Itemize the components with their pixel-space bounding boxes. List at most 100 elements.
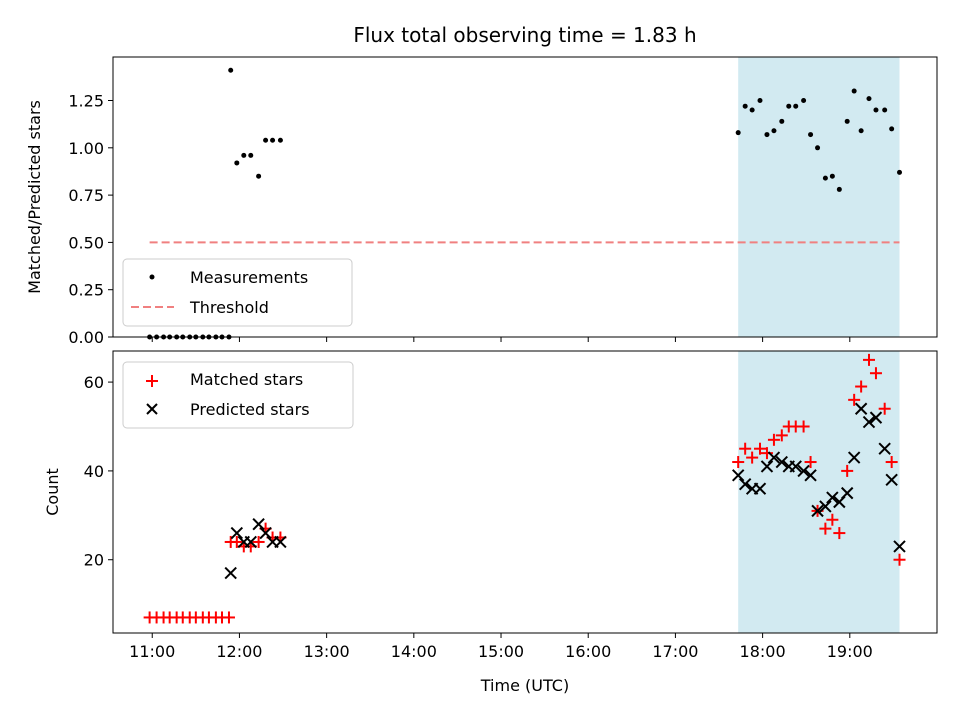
measurement-point (836, 186, 842, 192)
y-tick-label: 60 (84, 373, 104, 392)
x-tick-label: 14:00 (391, 642, 437, 661)
measurement-point (786, 103, 792, 109)
predicted-star-point (731, 469, 745, 482)
ratio-y-ticks: 0.00 0.25 0.50 0.75 1.00 1.25 (68, 92, 113, 347)
x-tick-label: 16:00 (565, 642, 611, 661)
matched-star-point (797, 420, 810, 433)
matched-star-point (230, 535, 243, 548)
predicted-star-point (804, 469, 817, 482)
matched-star-point (222, 611, 235, 624)
predicted-star-point (847, 451, 861, 464)
matched-star-point (760, 447, 773, 460)
matched-star-point (739, 442, 752, 455)
matched-star-point (841, 464, 854, 477)
legend-matched-marker (146, 375, 158, 387)
predicted-star-point (760, 460, 774, 473)
observing-window-span-top (738, 57, 900, 337)
predicted-star-point (767, 451, 781, 464)
observing-window-span (738, 57, 900, 337)
count-panel: 20 40 60 11:00 12:00 13:00 14:00 15:00 16:00 17:… (43, 350, 938, 695)
legend-predicted-marker (146, 403, 158, 415)
predicted-star-point (274, 535, 287, 549)
predicted-star-point (862, 415, 876, 429)
predicted-star-point (244, 535, 257, 549)
y-tick-label: 0.50 (68, 233, 104, 252)
count-y-axis-label: Count (43, 468, 62, 516)
chart-title: Flux total observing time = 1.83 h (353, 23, 696, 47)
matched-star-point (826, 513, 839, 526)
measurement-point (757, 98, 763, 104)
measurement-point (866, 96, 872, 102)
count-x-ticks: 11:00 12:00 13:00 14:00 15:00 16:00 17:00 18:00… (129, 633, 873, 661)
measurement-point (873, 107, 879, 113)
measurement-point (858, 128, 864, 134)
matched-star-point (753, 442, 766, 455)
ratio-axes-frame (112, 56, 938, 338)
measurement-point (822, 175, 828, 181)
x-tick-label: 12:00 (216, 642, 262, 661)
predicted-star-point (819, 500, 832, 513)
measurement-point (889, 126, 895, 132)
ratio-panel: 0.00 0.25 0.50 0.75 1.00 1.25 Matched/Predict… (25, 56, 938, 347)
measurement-point (256, 173, 262, 179)
legend-predicted-label: Predicted stars (190, 400, 310, 419)
legend-measurements-label: Measurements (190, 268, 308, 287)
measurement-point (897, 169, 903, 175)
matched-star-point (848, 393, 861, 406)
matched-star-point (855, 380, 868, 393)
x-tick-label: 19:00 (827, 642, 873, 661)
measurement-point (234, 160, 240, 166)
matched-star-point (833, 527, 846, 540)
legend-threshold-label: Threshold (189, 298, 269, 317)
measurement-point (735, 130, 741, 136)
x-tick-label: 15:00 (478, 642, 524, 661)
matched-star-point (775, 429, 788, 442)
count-legend-box (122, 361, 354, 429)
measurement-point (801, 98, 807, 104)
predicted-star-point (854, 402, 868, 415)
count-y-ticks: 20 40 60 (84, 373, 113, 570)
measurement-point (793, 103, 799, 109)
predicted-star-point (789, 460, 802, 473)
matched-star-point (819, 522, 832, 535)
x-tick-label: 17:00 (652, 642, 698, 661)
observing-window-span-bottom (738, 351, 900, 633)
legend-matched-label: Matched stars (190, 370, 303, 389)
predicted-star-point (775, 455, 788, 469)
predicted-star-point (797, 464, 810, 478)
measurement-point (851, 88, 857, 94)
measurement-point (829, 173, 835, 179)
matched-star-point (878, 402, 891, 415)
measurement-point (808, 132, 814, 138)
ratio-x-ticks (151, 337, 851, 342)
y-tick-label: 0.00 (68, 328, 104, 347)
matched-star-point (746, 451, 759, 464)
ratio-legend-box (122, 258, 353, 327)
measurement-point (749, 107, 755, 113)
matched-star-point (885, 456, 898, 469)
matched-star-point (893, 553, 906, 566)
predicted-star-point (885, 473, 898, 486)
measurement-point (270, 137, 276, 143)
predicted-star-point (826, 491, 839, 504)
measurement-point (742, 103, 748, 109)
y-tick-label: 40 (84, 462, 104, 481)
predicted-star-point (252, 517, 265, 531)
measurement-point (815, 145, 821, 151)
matched-star-point (862, 353, 875, 366)
ratio-legend: Measurements Threshold (122, 258, 353, 327)
matched-star-point (732, 456, 745, 469)
x-tick-label: 13:00 (304, 642, 350, 661)
measurement-point (771, 128, 777, 134)
measurement-point (277, 137, 283, 143)
predicted-star-point (840, 486, 854, 500)
measurement-point (844, 118, 850, 124)
matched-star-point (767, 433, 780, 446)
x-axis-label: Time (UTC) (480, 676, 569, 695)
measurement-point (263, 137, 269, 143)
predicted-star-point (893, 540, 906, 553)
predicted-star-point (224, 566, 237, 580)
measurement-point (241, 152, 247, 158)
measurement-point (764, 132, 770, 138)
